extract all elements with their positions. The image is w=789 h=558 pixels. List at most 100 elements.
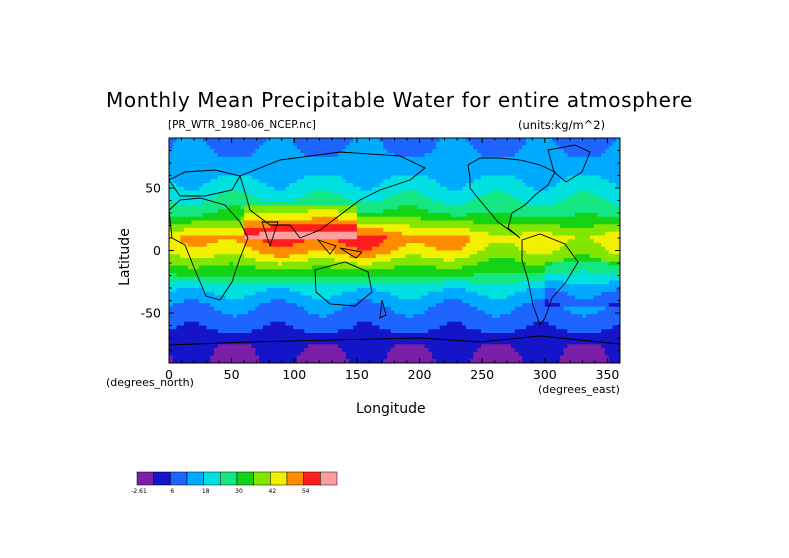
field-cell — [477, 179, 482, 184]
field-cell — [180, 235, 185, 240]
field-cell — [612, 246, 617, 252]
field-cell — [593, 141, 599, 147]
field-cell — [199, 291, 204, 297]
field-cell — [503, 205, 508, 210]
field-cell — [236, 280, 242, 285]
field-cell — [259, 171, 264, 177]
field-cell — [289, 239, 294, 244]
field-cell — [473, 183, 478, 188]
field-cell — [522, 183, 527, 188]
field-cell — [443, 235, 448, 240]
field-cell — [409, 235, 414, 240]
field-cell — [458, 269, 463, 274]
field-cell — [285, 216, 290, 222]
field-cell — [480, 213, 486, 218]
field-cell — [488, 160, 493, 165]
field-cell — [199, 141, 204, 147]
field-cell — [210, 160, 215, 165]
field-cell — [364, 276, 369, 282]
field-cell — [266, 153, 272, 158]
field-cell — [285, 209, 290, 214]
field-cell — [514, 138, 520, 143]
field-cell — [371, 269, 377, 274]
field-cell — [341, 250, 347, 255]
field-cell — [473, 273, 478, 278]
field-cell — [281, 213, 287, 218]
field-cell — [608, 138, 614, 143]
field-cell — [556, 224, 561, 229]
field-cell — [454, 254, 459, 259]
field-cell — [443, 288, 448, 293]
field-cell — [413, 258, 418, 263]
field-cell — [184, 250, 189, 255]
field-cell — [571, 284, 576, 289]
field-cell — [386, 156, 392, 162]
field-cell — [612, 288, 617, 293]
field-cell — [589, 216, 595, 222]
field-cell — [353, 273, 358, 278]
field-cell — [334, 280, 339, 285]
field-cell — [402, 250, 407, 255]
field-cell — [394, 145, 399, 150]
field-cell — [277, 269, 283, 274]
field-cell — [586, 186, 591, 192]
field-cell — [349, 224, 354, 229]
field-cell — [417, 276, 422, 282]
field-cell — [390, 265, 396, 270]
field-cell — [582, 235, 587, 240]
field-cell — [368, 269, 373, 274]
field-cell — [473, 175, 478, 180]
field-cell — [281, 194, 287, 199]
field-cell — [589, 239, 595, 244]
field-cell — [432, 164, 437, 169]
field-cell — [349, 284, 354, 289]
field-cell — [582, 153, 587, 158]
field-cell — [544, 168, 550, 173]
field-cell — [244, 269, 249, 274]
field-cell — [462, 284, 467, 289]
field-cell — [202, 156, 208, 162]
field-cell — [529, 280, 535, 285]
field-cell — [413, 160, 418, 165]
field-cell — [447, 231, 452, 237]
field-cell — [541, 261, 546, 267]
field-cell — [383, 235, 388, 240]
field-cell — [563, 213, 568, 218]
field-cell — [225, 288, 230, 293]
field-cell — [304, 284, 309, 289]
field-cell — [601, 209, 606, 214]
field-cell — [266, 179, 272, 184]
field-cell — [409, 269, 414, 274]
field-cell — [604, 156, 610, 162]
field-cell — [338, 288, 343, 293]
field-cell — [439, 186, 444, 192]
field-cell — [428, 190, 433, 195]
field-cell — [514, 235, 520, 240]
field-cell — [383, 160, 388, 165]
field-cell — [450, 190, 456, 195]
field-cell — [255, 228, 260, 233]
field-cell — [349, 250, 354, 255]
field-cell — [413, 175, 418, 180]
field-cell — [390, 235, 396, 240]
field-cell — [281, 209, 287, 214]
field-cell — [597, 250, 602, 255]
field-cell — [533, 171, 538, 177]
field-cell — [563, 149, 568, 154]
field-cell — [217, 258, 223, 263]
field-cell — [334, 228, 339, 233]
field-cell — [458, 138, 463, 143]
field-cell — [544, 164, 550, 169]
field-cell — [195, 280, 200, 285]
field-cell — [473, 198, 478, 203]
field-cell — [311, 168, 317, 173]
field-cell — [563, 164, 568, 169]
field-cell — [462, 141, 467, 147]
field-cell — [221, 179, 226, 184]
field-cell — [458, 201, 463, 207]
field-cell — [462, 224, 467, 229]
field-cell — [169, 213, 174, 218]
field-cell — [424, 235, 429, 240]
field-cell — [311, 231, 317, 237]
field-cell — [281, 261, 287, 267]
